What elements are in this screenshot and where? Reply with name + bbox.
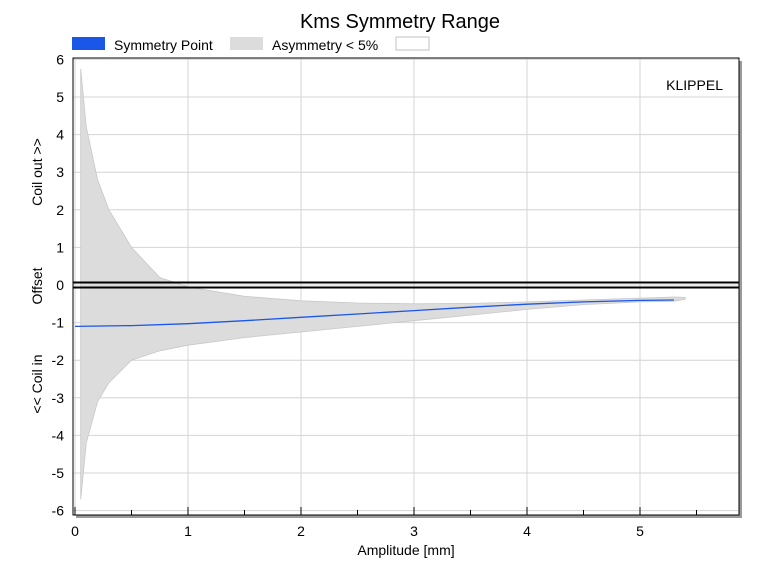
grid (73, 58, 739, 515)
klippel-annotation: KLIPPEL (666, 77, 723, 93)
minor-ticks (74, 507, 697, 515)
y-tick-label: -2 (52, 352, 65, 368)
x-tick-label: 1 (184, 523, 192, 539)
y-tick-label: -4 (52, 427, 65, 443)
legend-swatch-symmetry-point (72, 37, 105, 50)
y-tick-label: -1 (52, 315, 65, 331)
chart-title: Kms Symmetry Range (300, 11, 500, 33)
legend-label-symmetry-point: Symmetry Point (114, 37, 213, 53)
asymmetry-band (80, 68, 686, 500)
y-tick-label: 6 (56, 51, 64, 67)
x-tick-label: 5 (636, 523, 644, 539)
legend: Symmetry Point Asymmetry < 5% (72, 36, 430, 53)
zero-offset-line (73, 281, 739, 289)
y-axis-label-coil-in: << Coil in (29, 354, 45, 413)
legend-swatch-asymmetry (230, 37, 263, 50)
x-tick-label: 2 (297, 523, 305, 539)
legend-label-asymmetry: Asymmetry < 5% (272, 37, 378, 53)
y-tick-label: -6 (52, 503, 65, 519)
y-tick-label: -3 (52, 390, 65, 406)
x-tick-labels: 0 1 2 3 4 5 (71, 523, 644, 539)
y-axis-label-coil-out: Coil out >> (29, 138, 45, 206)
legend-swatch-empty (395, 36, 430, 51)
x-axis-label: Amplitude [mm] (357, 542, 454, 558)
x-tick-label: 3 (410, 523, 418, 539)
x-tick-label: 4 (523, 523, 531, 539)
y-tick-label: 2 (56, 202, 64, 218)
y-tick-label: 1 (56, 239, 64, 255)
plot-border (72, 57, 740, 516)
y-tick-labels: 6 5 4 3 2 1 0 -1 -2 -3 -4 -5 -6 (52, 51, 65, 518)
y-tick-label: 5 (56, 89, 64, 105)
y-tick-label: 0 (56, 277, 64, 293)
x-tick-label: 0 (71, 523, 79, 539)
y-tick-label: 3 (56, 164, 64, 180)
symmetry-point-line (74, 299, 674, 328)
y-axis-label-offset: Offset (29, 267, 45, 304)
y-tick-label: -5 (52, 465, 65, 481)
y-tick-label: 4 (56, 127, 64, 143)
